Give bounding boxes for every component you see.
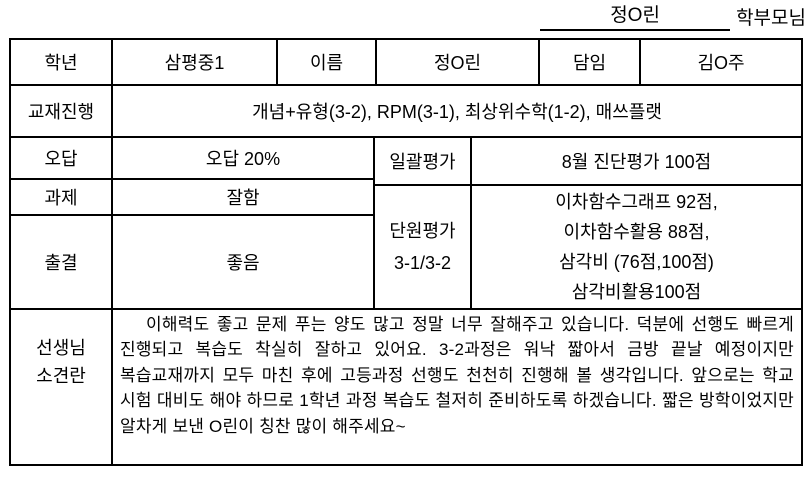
comment-label: 선생님 소견란 [11, 310, 113, 464]
unit-scores: 이차함수그래프 92점, 이차함수활용 88점, 삼각비 (76점,100점) … [472, 186, 801, 308]
comment-text: 이해력도 좋고 문제 푸는 양도 많고 정말 너무 잘해주고 있습니다. 덕분에… [120, 315, 794, 436]
row-textbook-progress: 교재진행 개념+유형(3-2), RPM(3-1), 최상위수학(1-2), 매… [11, 86, 801, 138]
section-right-tests: 일괄평가 8월 진단평가 100점 단원평가 3-1/3-2 이차함수그래프 9… [375, 138, 801, 308]
signature-suffix: 학부모님 [736, 8, 806, 29]
name-value: 정O린 [377, 40, 540, 84]
wrong-label: 오답 [11, 138, 113, 178]
homeroom-label: 담임 [540, 40, 641, 84]
comment-cell: 이해력도 좋고 문제 푸는 양도 많고 정말 너무 잘해주고 있습니다. 덕분에… [113, 310, 801, 464]
grade-value: 삼평중1 [113, 40, 278, 84]
unit-score-line: 이차함수활용 88점, [563, 222, 710, 242]
unit-label-line1: 단원평가 [389, 221, 456, 241]
homeroom-value: 김O주 [697, 53, 745, 73]
comment-label-line2: 소견란 [36, 366, 86, 386]
grade-label: 학년 [11, 40, 113, 84]
unit-score-line: 이차함수그래프 92점, [555, 192, 718, 212]
row-batch-evaluation: 일괄평가 8월 진단평가 100점 [375, 138, 801, 186]
wrong-value: 오답 20% [205, 149, 281, 169]
textbook-label: 교재진행 [11, 86, 113, 136]
name-label: 이름 [278, 40, 377, 84]
row-wrong-answers: 오답 오답 20% [11, 138, 373, 180]
row-unit-evaluation: 단원평가 3-1/3-2 이차함수그래프 92점, 이차함수활용 88점, 삼각… [375, 186, 801, 308]
attendance-value: 좋음 [226, 253, 260, 273]
unit-score-line: 삼각비 (76점,100점) [559, 252, 714, 272]
comment-label-line1: 선생님 [36, 338, 86, 358]
parent-signature-line: 정O린 학부모님 [540, 4, 806, 31]
attendance-label: 출결 [11, 216, 113, 308]
signature-name: 정O린 [540, 4, 731, 31]
row-teacher-comment: 선생님 소견란 이해력도 좋고 문제 푸는 양도 많고 정말 너무 잘해주고 있… [11, 310, 801, 464]
section-left-status: 오답 오답 20% 과제 잘함 출결 좋음 [11, 138, 375, 308]
student-report-table: 학년 삼평중1 이름 정O린 담임 김O주 교재진행 개념+유형(3-2), R… [9, 38, 803, 466]
row-homework: 과제 잘함 [11, 180, 373, 216]
unit-score-line: 삼각비활용100점 [571, 282, 702, 302]
row-student-info: 학년 삼평중1 이름 정O린 담임 김O주 [11, 40, 801, 86]
homework-value: 잘함 [226, 188, 260, 208]
homework-label: 과제 [11, 180, 113, 214]
row-attendance: 출결 좋음 [11, 216, 373, 308]
batch-label: 일괄평가 [375, 138, 472, 184]
section-evaluations: 오답 오답 20% 과제 잘함 출결 좋음 일괄평가 8월 진단평가 100점 … [11, 138, 801, 310]
batch-value: 8월 진단평가 100점 [561, 152, 712, 172]
unit-label-line2: 3-1/3-2 [393, 253, 452, 273]
textbook-value: 개념+유형(3-2), RPM(3-1), 최상위수학(1-2), 매쓰플랫 [252, 102, 662, 122]
unit-label: 단원평가 3-1/3-2 [375, 186, 472, 308]
